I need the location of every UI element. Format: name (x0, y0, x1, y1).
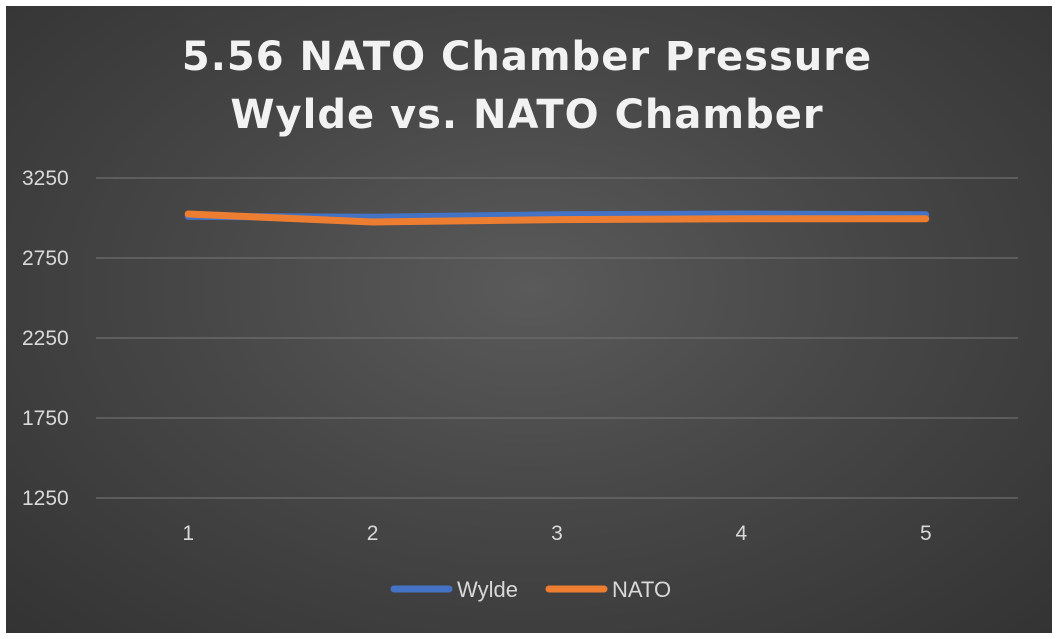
x-tick-label: 1 (182, 522, 194, 545)
series-line-nato (184, 210, 930, 226)
x-axis-ticks: 1 2 3 4 5 (182, 522, 931, 545)
chart-area: 5.56 NATO Chamber Pressure Wylde vs. NAT… (6, 6, 1052, 633)
legend-label-nato: NATO (612, 577, 671, 602)
series-lines (184, 210, 930, 226)
y-tick-label: 2250 (22, 327, 69, 350)
x-tick-label: 2 (367, 522, 379, 545)
legend: Wylde NATO (390, 577, 671, 602)
x-tick-label: 4 (736, 522, 748, 545)
x-tick-label: 3 (551, 522, 563, 545)
y-tick-label: 1250 (22, 487, 69, 510)
y-tick-label: 3250 (22, 167, 69, 190)
chart-title-line-2: Wylde vs. NATO Chamber (230, 92, 823, 138)
y-axis-ticks: 3250 2750 2250 1750 1250 (22, 167, 69, 510)
chart-title-line-1: 5.56 NATO Chamber Pressure (182, 34, 872, 80)
gridlines (96, 177, 1018, 499)
legend-label-wylde: Wylde (457, 577, 518, 602)
y-tick-label: 2750 (22, 247, 69, 270)
line-chart: 5.56 NATO Chamber Pressure Wylde vs. NAT… (22, 34, 1018, 602)
y-tick-label: 1750 (22, 407, 69, 430)
x-tick-label: 5 (920, 522, 932, 545)
